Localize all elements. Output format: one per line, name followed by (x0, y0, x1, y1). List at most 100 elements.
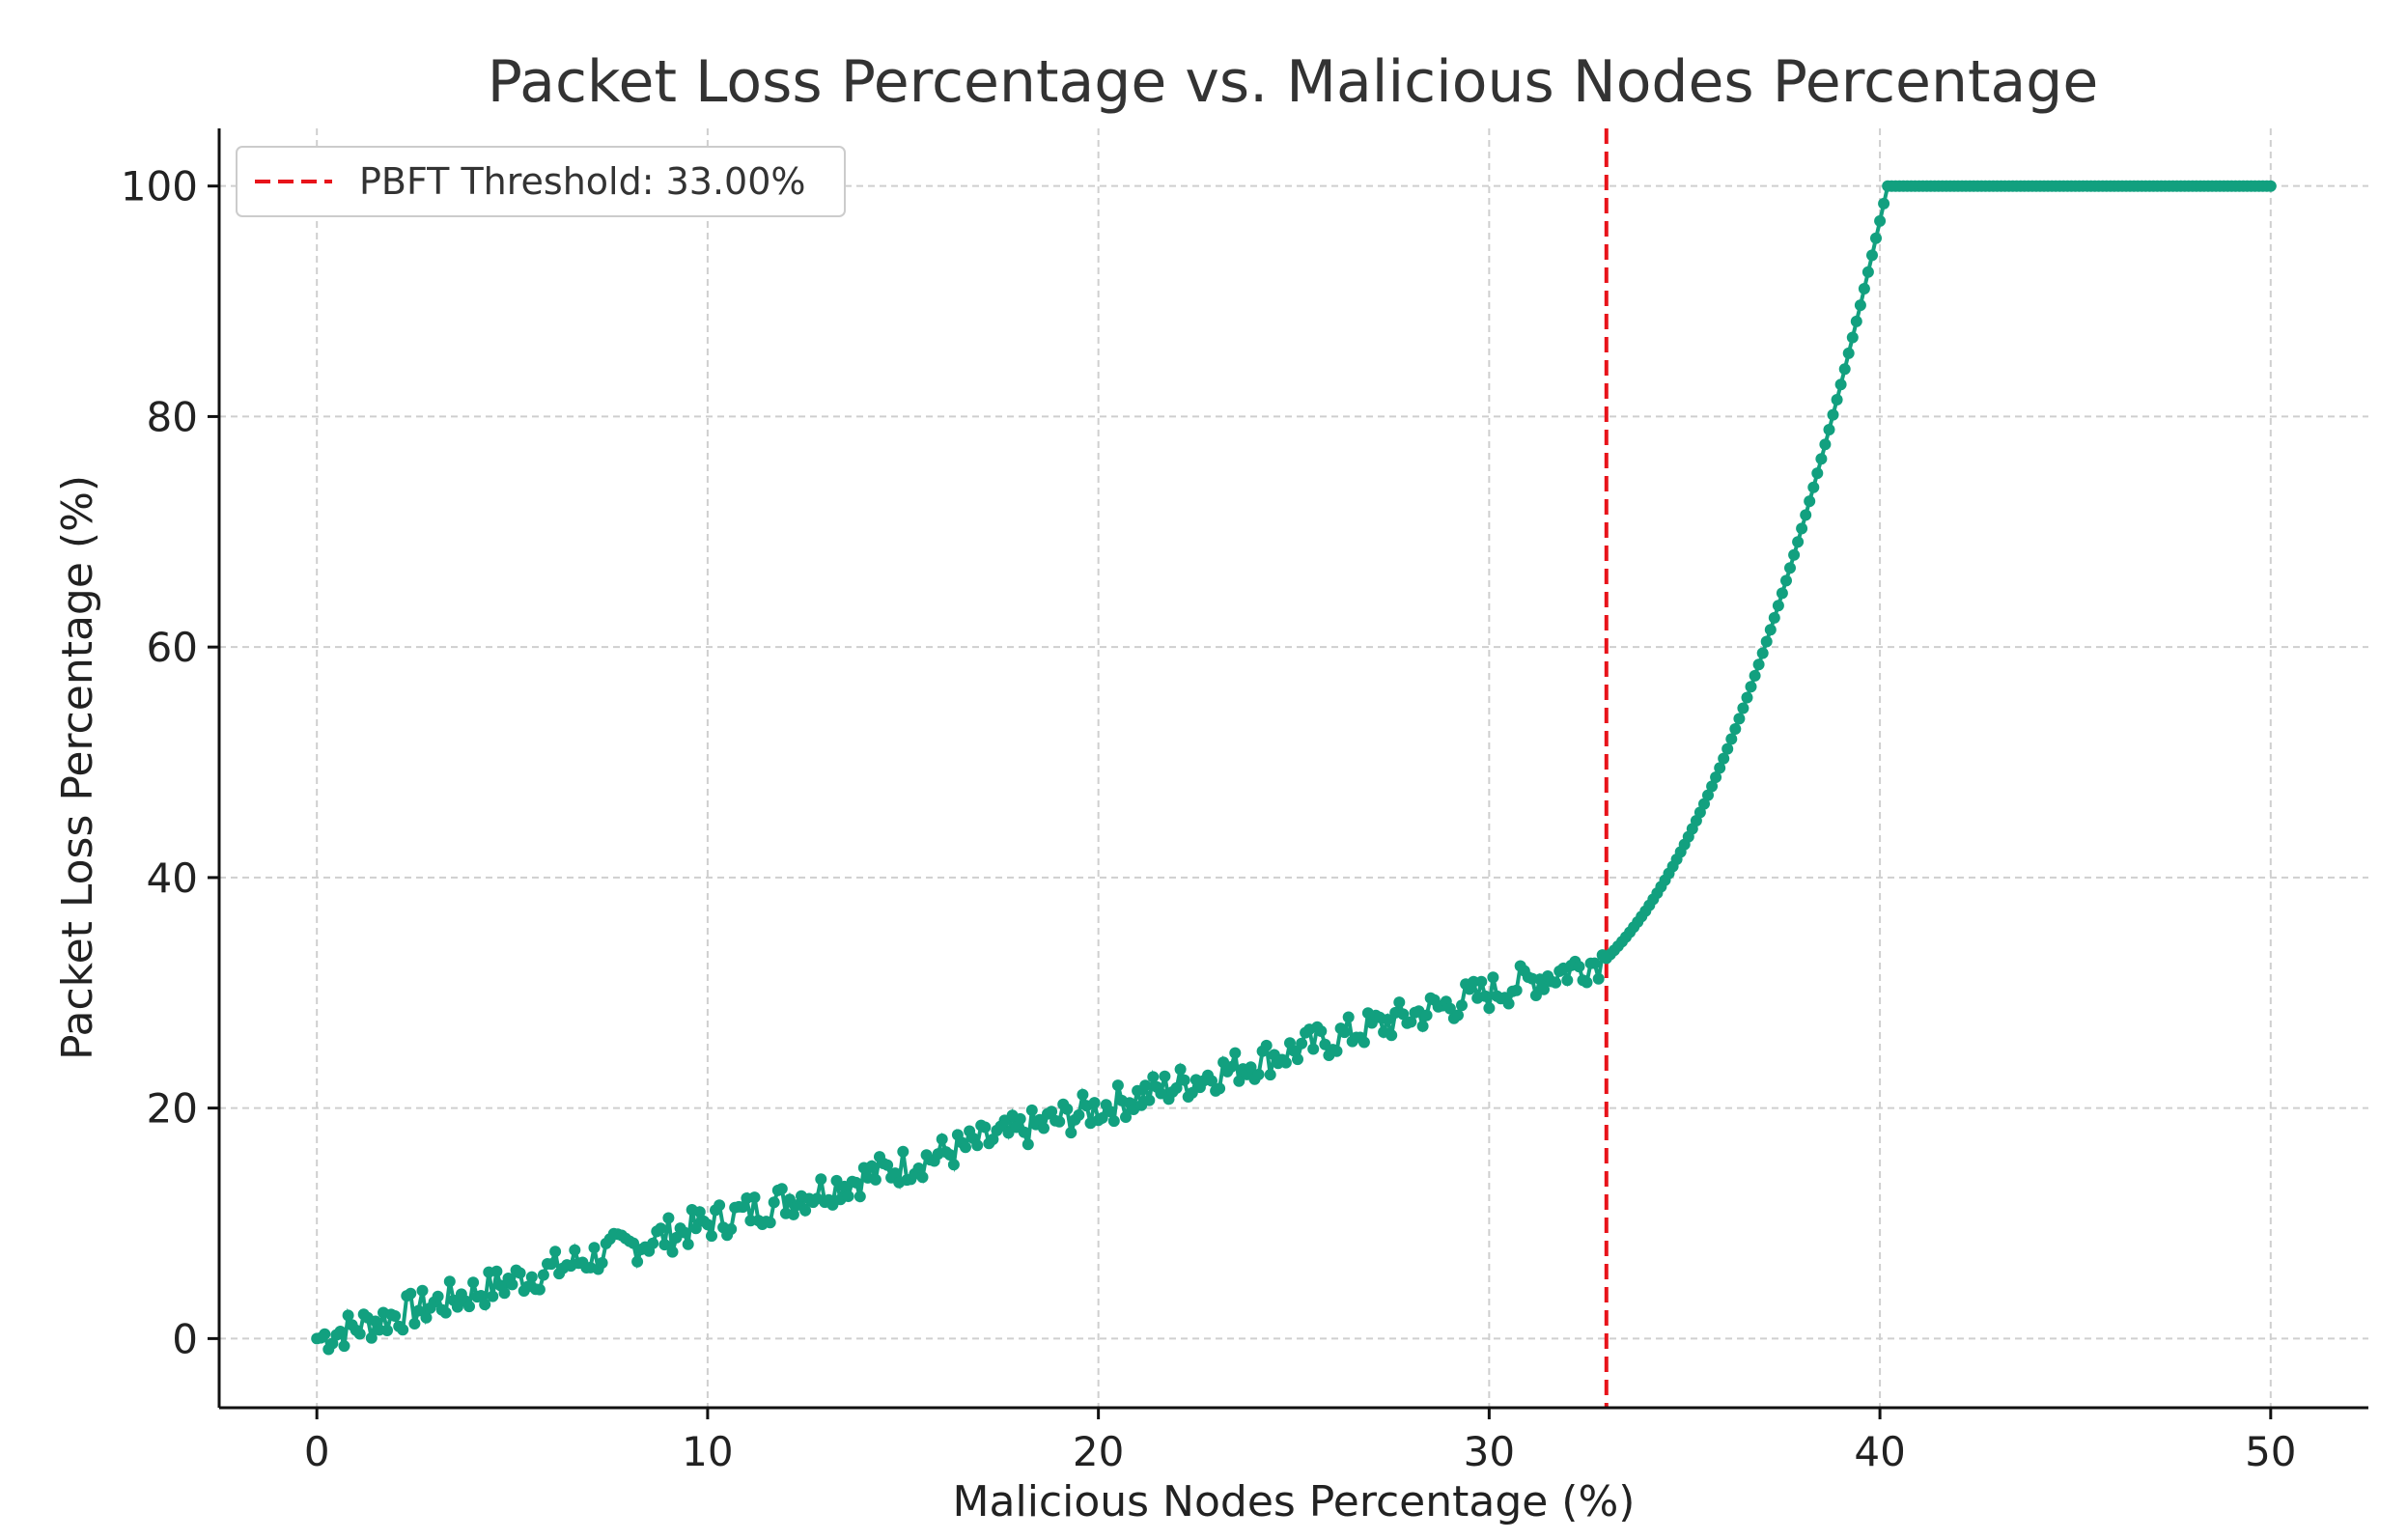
x-tick-label: 10 (682, 1428, 733, 1475)
y-tick-label: 40 (147, 854, 198, 902)
data-point (1022, 1138, 1034, 1151)
data-point (979, 1121, 992, 1134)
data-point (1838, 363, 1851, 376)
data-point (1025, 1104, 1038, 1116)
data-point (1077, 1088, 1089, 1101)
data-point (854, 1190, 866, 1203)
data-point (1861, 266, 1874, 278)
axes-layer (217, 128, 2368, 1410)
data-point (666, 1246, 679, 1258)
data-point (693, 1206, 706, 1218)
data-point (487, 1290, 499, 1302)
data-point (1756, 647, 1769, 659)
data-point (546, 1258, 557, 1271)
data-point (1206, 1075, 1217, 1087)
data-point (1046, 1106, 1058, 1118)
data-point (775, 1183, 788, 1195)
data-point (1702, 789, 1714, 801)
data-point (1729, 723, 1742, 735)
data-point (1737, 702, 1749, 714)
data-point (1159, 1070, 1171, 1082)
data-point (596, 1257, 608, 1269)
data-point (408, 1318, 421, 1330)
data-point (1878, 197, 1890, 210)
y-tick-label: 100 (121, 163, 198, 210)
data-point (1475, 975, 1488, 988)
data-point (397, 1324, 409, 1336)
data-point (869, 1173, 882, 1186)
data-point (1279, 1056, 1292, 1069)
data-point (737, 1201, 749, 1214)
data-point (631, 1255, 644, 1268)
data-point (1073, 1108, 1085, 1121)
data-point (987, 1134, 999, 1145)
series-layer (311, 180, 2277, 1356)
data-point (1815, 453, 1828, 465)
data-point (1443, 1002, 1456, 1015)
data-point (1811, 467, 1824, 480)
data-point (943, 1149, 956, 1161)
data-point (1874, 214, 1887, 227)
data-point (1260, 1039, 1273, 1051)
data-point (1760, 635, 1773, 648)
x-tick-label: 30 (1464, 1428, 1515, 1475)
x-tick-label: 20 (1073, 1428, 1124, 1475)
data-point (1120, 1111, 1132, 1123)
data-point (1842, 347, 1855, 359)
data-point (537, 1269, 549, 1281)
data-point (889, 1167, 902, 1180)
data-point (1858, 283, 1870, 294)
data-point (850, 1176, 862, 1189)
data-point (912, 1162, 925, 1174)
legend-box (236, 146, 846, 217)
data-point (1214, 1082, 1226, 1095)
data-point (1233, 1075, 1245, 1087)
data-point (1706, 780, 1719, 793)
data-point (420, 1311, 433, 1324)
data-point (1139, 1079, 1152, 1092)
data-point (882, 1159, 894, 1171)
data-point (1772, 600, 1784, 612)
data-point (947, 1159, 960, 1171)
data-point (764, 1217, 776, 1229)
data-point (689, 1222, 702, 1235)
data-point (1510, 984, 1523, 996)
data-point (1487, 971, 1499, 984)
data-point (498, 1287, 511, 1300)
data-point (701, 1218, 714, 1231)
data-point (525, 1271, 538, 1283)
data-point (1725, 733, 1738, 745)
data-point (1714, 762, 1726, 774)
data-point (1780, 574, 1792, 587)
data-point (533, 1283, 546, 1296)
data-point (1038, 1122, 1050, 1134)
data-point (1338, 1026, 1351, 1039)
data-point (842, 1190, 854, 1202)
data-point (714, 1199, 726, 1212)
data-point (1357, 1036, 1370, 1049)
data-point (1698, 798, 1710, 810)
data-point (1342, 1011, 1355, 1023)
data-point (1147, 1071, 1160, 1083)
data-point (1143, 1094, 1156, 1106)
data-point (334, 1326, 347, 1337)
data-point (1834, 378, 1847, 391)
data-point (1800, 509, 1812, 521)
data-point (1479, 990, 1492, 1002)
data-point (1752, 658, 1765, 671)
data-point (490, 1265, 503, 1277)
data-point (1061, 1103, 1074, 1115)
legend-threshold-label: PBFT Threshold: 33.00% (359, 160, 806, 203)
y-tick-label: 60 (147, 624, 198, 671)
data-point (1850, 315, 1862, 327)
data-point (1307, 1043, 1320, 1055)
data-point (439, 1306, 452, 1319)
data-point (1053, 1115, 1066, 1128)
data-point (1831, 394, 1843, 406)
data-point (1718, 752, 1730, 765)
data-point (475, 1290, 488, 1302)
y-ticks: 0 20 40 60 80 100 (121, 163, 219, 1362)
data-point (678, 1226, 690, 1239)
data-point (916, 1171, 929, 1184)
